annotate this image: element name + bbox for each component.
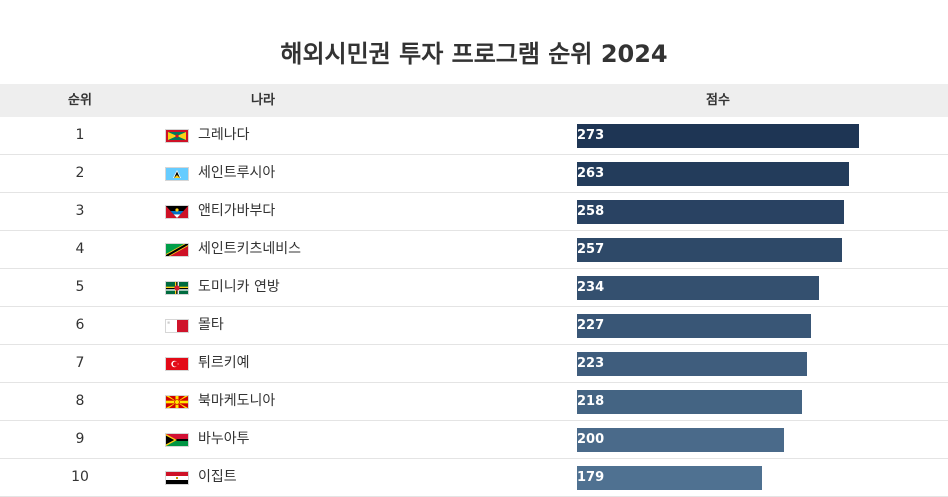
score-label: 218 bbox=[577, 394, 605, 409]
country-name: 북마케도니아 bbox=[198, 393, 276, 409]
country-column-header: 나라 bbox=[251, 93, 275, 108]
table-row: 6 몰타 227 bbox=[0, 307, 948, 345]
rank-cell: 6 bbox=[75, 317, 85, 333]
rank-cell: 1 bbox=[75, 127, 85, 143]
score-label: 258 bbox=[577, 204, 605, 219]
score-label: 179 bbox=[577, 470, 605, 485]
table-row: 8 북마케도니아 218 bbox=[0, 383, 948, 421]
score-label: 223 bbox=[577, 356, 605, 371]
rank-cell: 7 bbox=[75, 355, 85, 371]
table-row: 2 세인트루시아 263 bbox=[0, 155, 948, 193]
country-name: 이집트 bbox=[198, 469, 237, 485]
rank-cell: 4 bbox=[75, 241, 85, 257]
saint-lucia-flag-icon bbox=[165, 167, 189, 181]
country-name: 세인트루시아 bbox=[198, 165, 276, 181]
rank-cell: 2 bbox=[75, 165, 85, 181]
rank-cell: 10 bbox=[71, 469, 89, 485]
country-name: 몰타 bbox=[198, 317, 224, 333]
score-bar bbox=[577, 162, 849, 186]
score-label: 200 bbox=[577, 432, 605, 447]
score-label: 263 bbox=[577, 166, 605, 181]
saint-kitts-nevis-flag-icon bbox=[165, 243, 189, 257]
score-bar bbox=[577, 238, 842, 262]
score-bar bbox=[577, 276, 819, 300]
score-column-header: 점수 bbox=[706, 93, 730, 108]
score-label: 273 bbox=[577, 128, 605, 143]
rank-cell: 9 bbox=[75, 431, 85, 447]
score-label: 227 bbox=[577, 318, 605, 333]
score-bar bbox=[577, 124, 859, 148]
rank-cell: 5 bbox=[75, 279, 85, 295]
table-row: 7 튀르키예 223 bbox=[0, 345, 948, 383]
dominica-flag-icon bbox=[165, 281, 189, 295]
score-bar bbox=[577, 314, 811, 338]
rank-column-header: 순위 bbox=[68, 93, 92, 108]
table-row: 3 앤티가바부다 258 bbox=[0, 193, 948, 231]
chart-title: 해외시민권 투자 프로그램 순위 2024 bbox=[280, 40, 668, 68]
table-row: 1 그레나다 273 bbox=[0, 117, 948, 155]
table-row: 4 세인트키츠네비스 257 bbox=[0, 231, 948, 269]
rank-cell: 8 bbox=[75, 393, 85, 409]
turkey-flag-icon bbox=[165, 357, 189, 371]
country-name: 앤티가바부다 bbox=[198, 203, 276, 219]
rank-cell: 3 bbox=[75, 203, 85, 219]
score-bar bbox=[577, 428, 784, 452]
score-bar bbox=[577, 200, 844, 224]
egypt-flag-icon bbox=[165, 471, 189, 485]
table-row: 10 이집트 179 bbox=[0, 459, 948, 497]
score-label: 234 bbox=[577, 280, 605, 295]
score-bar bbox=[577, 390, 802, 414]
country-name: 바누아투 bbox=[198, 431, 250, 447]
grenada-flag-icon bbox=[165, 129, 189, 143]
score-label: 257 bbox=[577, 242, 605, 257]
country-name: 튀르키예 bbox=[198, 355, 250, 371]
antigua-barbuda-flag-icon bbox=[165, 205, 189, 219]
table-header: 순위 나라 점수 bbox=[0, 84, 948, 117]
score-bar bbox=[577, 466, 762, 490]
vanuatu-flag-icon bbox=[165, 433, 189, 447]
country-name: 그레나다 bbox=[198, 127, 250, 143]
score-bar bbox=[577, 352, 807, 376]
table-row: 9 바누아투 200 bbox=[0, 421, 948, 459]
north-macedonia-flag-icon bbox=[165, 395, 189, 409]
country-name: 도미니카 연방 bbox=[198, 279, 280, 295]
malta-flag-icon bbox=[165, 319, 189, 333]
country-name: 세인트키츠네비스 bbox=[198, 241, 302, 257]
table-row: 5 도미니카 연방 234 bbox=[0, 269, 948, 307]
